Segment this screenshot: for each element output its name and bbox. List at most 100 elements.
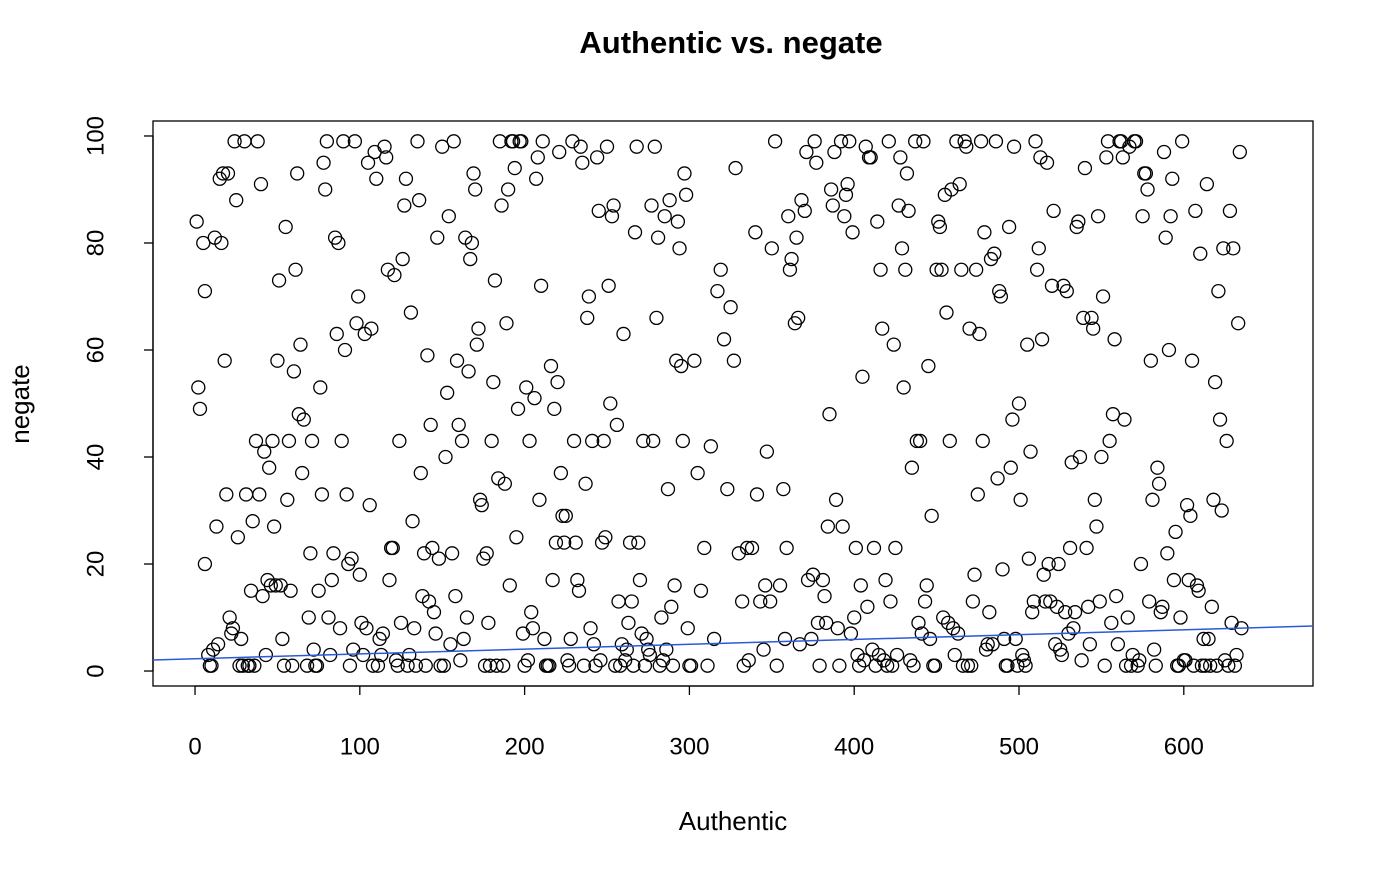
point (601, 278, 616, 293)
point (1173, 610, 1188, 625)
point (382, 572, 397, 588)
point (1086, 321, 1101, 336)
point (641, 642, 656, 657)
point (407, 621, 422, 636)
point (444, 546, 460, 561)
point (626, 658, 641, 673)
point (288, 262, 303, 277)
point (1133, 556, 1149, 572)
point (543, 358, 559, 374)
point (817, 588, 832, 604)
point (792, 637, 807, 652)
point (222, 610, 237, 625)
point (1186, 658, 1201, 673)
point (1120, 610, 1135, 625)
point (578, 476, 593, 491)
point (799, 144, 814, 160)
point (1003, 460, 1018, 475)
point (921, 358, 936, 374)
point (344, 551, 359, 566)
point (1097, 658, 1112, 673)
point (1226, 241, 1241, 256)
point (970, 487, 985, 502)
point (939, 305, 954, 320)
trend-line (152, 625, 1314, 661)
point (1053, 642, 1068, 657)
point (804, 631, 819, 647)
point (634, 626, 649, 641)
x-tick-label: 100 (340, 733, 380, 760)
point (286, 364, 302, 379)
point (575, 155, 590, 170)
point (675, 433, 690, 449)
point (332, 621, 348, 636)
point (950, 626, 966, 641)
point (604, 209, 620, 224)
point (242, 658, 257, 673)
y-tick-label: 40 (82, 444, 109, 471)
point (837, 209, 852, 224)
point (924, 508, 939, 524)
point (250, 134, 265, 149)
point (416, 546, 432, 561)
point (469, 337, 484, 352)
point (967, 567, 982, 582)
point (906, 658, 921, 673)
y-axis-label: negate (5, 364, 35, 444)
point (1059, 283, 1074, 299)
point (947, 647, 962, 663)
point (642, 647, 658, 663)
point (1038, 594, 1053, 609)
point (451, 417, 466, 433)
point (535, 134, 550, 149)
point (1006, 139, 1022, 154)
x-tick-label: 400 (834, 733, 874, 760)
point (1026, 594, 1041, 609)
point (533, 278, 549, 293)
point (1104, 615, 1119, 631)
point (606, 198, 621, 213)
point (794, 193, 809, 208)
point (580, 310, 595, 326)
point (809, 155, 824, 170)
point (510, 401, 526, 417)
point (235, 658, 250, 673)
point (576, 658, 592, 673)
point (209, 519, 224, 534)
point (1013, 492, 1028, 507)
point (379, 150, 394, 165)
point (670, 214, 686, 229)
point (1008, 631, 1023, 647)
point (904, 460, 920, 475)
point (413, 465, 428, 481)
point (257, 444, 272, 459)
point (917, 594, 933, 609)
point (362, 498, 377, 513)
point (430, 230, 445, 245)
point (838, 187, 854, 202)
point (446, 134, 461, 149)
point (585, 433, 600, 449)
point (812, 658, 827, 673)
point (830, 621, 845, 636)
point (964, 658, 979, 673)
point (1175, 134, 1190, 149)
point (428, 626, 443, 641)
point (940, 615, 956, 631)
point (280, 492, 295, 507)
point (1204, 599, 1219, 614)
point (1221, 658, 1236, 673)
point (481, 615, 496, 631)
point (243, 583, 259, 598)
point (197, 556, 213, 572)
point (660, 481, 676, 497)
point (1229, 647, 1244, 663)
point (487, 273, 503, 288)
point (627, 225, 643, 240)
point (466, 166, 481, 181)
point (1072, 449, 1088, 465)
point (781, 209, 796, 224)
point (441, 209, 456, 224)
point (507, 160, 522, 176)
point (449, 353, 465, 368)
